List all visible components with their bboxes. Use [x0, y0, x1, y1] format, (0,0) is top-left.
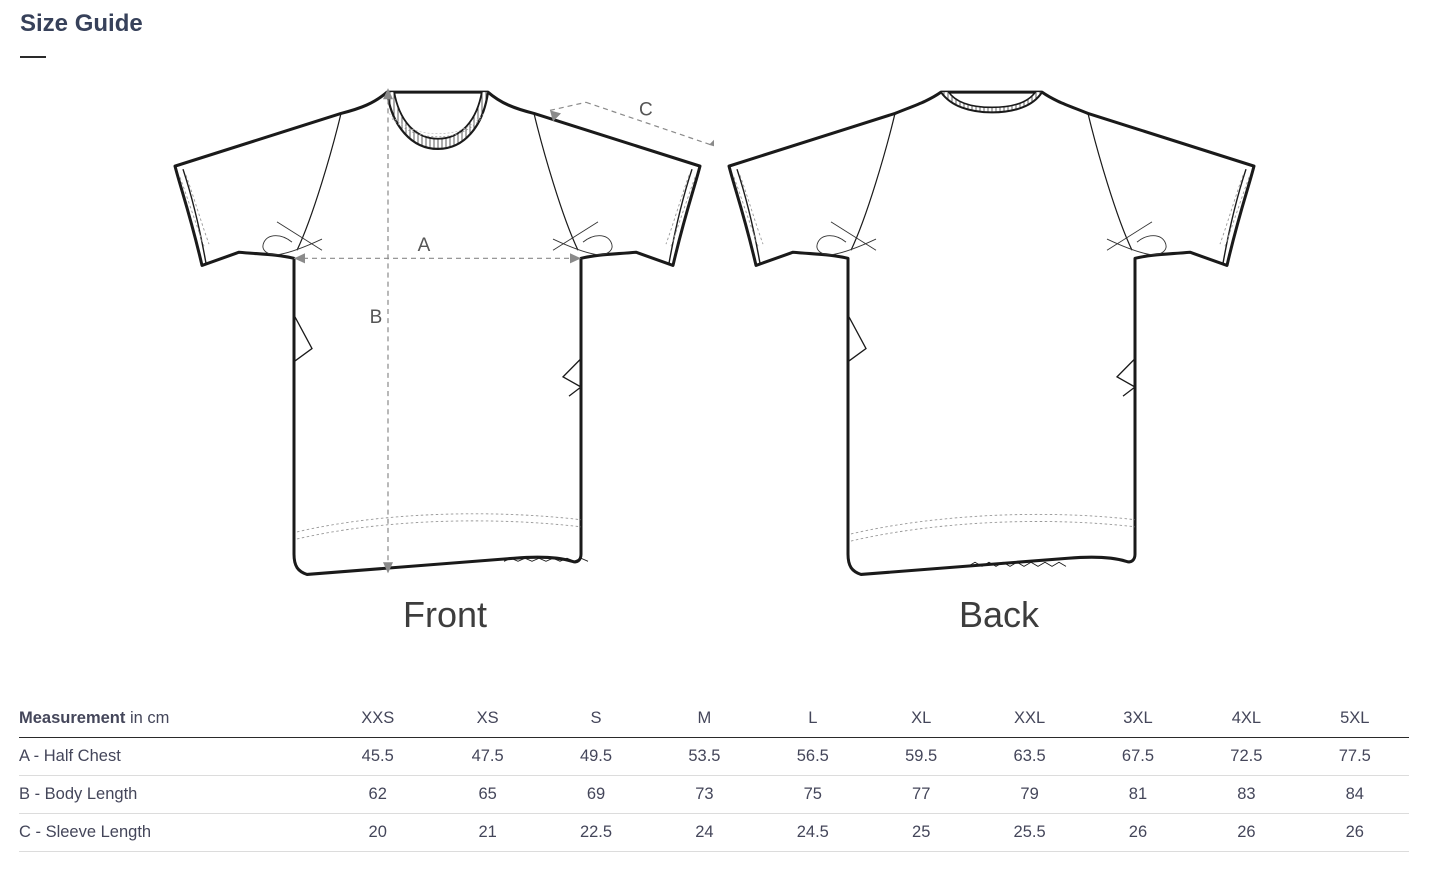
svg-text:A: A: [418, 235, 431, 256]
svg-text:C: C: [639, 99, 653, 120]
svg-text:B: B: [370, 307, 383, 328]
